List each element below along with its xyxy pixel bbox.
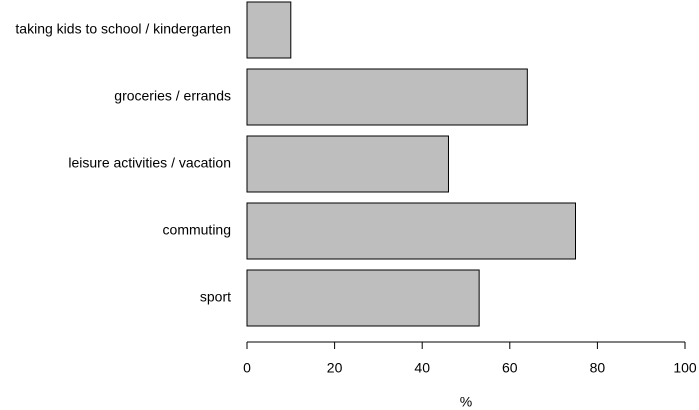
y-tick-label: leisure activities / vacation — [68, 155, 231, 171]
x-tick-label: 40 — [414, 360, 430, 376]
x-tick-label: 100 — [673, 360, 697, 376]
bar — [246, 269, 480, 327]
bar — [246, 68, 528, 126]
bar — [246, 202, 576, 260]
x-tick-label: 60 — [502, 360, 518, 376]
x-tick-label: 0 — [243, 360, 251, 376]
y-tick-label: commuting — [163, 222, 231, 238]
bar — [246, 1, 292, 59]
y-tick-label: groceries / errands — [114, 88, 231, 104]
x-tick-label: 20 — [327, 360, 343, 376]
x-tick-label: 80 — [590, 360, 606, 376]
x-axis-label: % — [460, 394, 472, 410]
y-tick-label: taking kids to school / kindergarten — [15, 21, 231, 37]
bar — [246, 135, 449, 193]
y-tick-label: sport — [200, 289, 231, 305]
